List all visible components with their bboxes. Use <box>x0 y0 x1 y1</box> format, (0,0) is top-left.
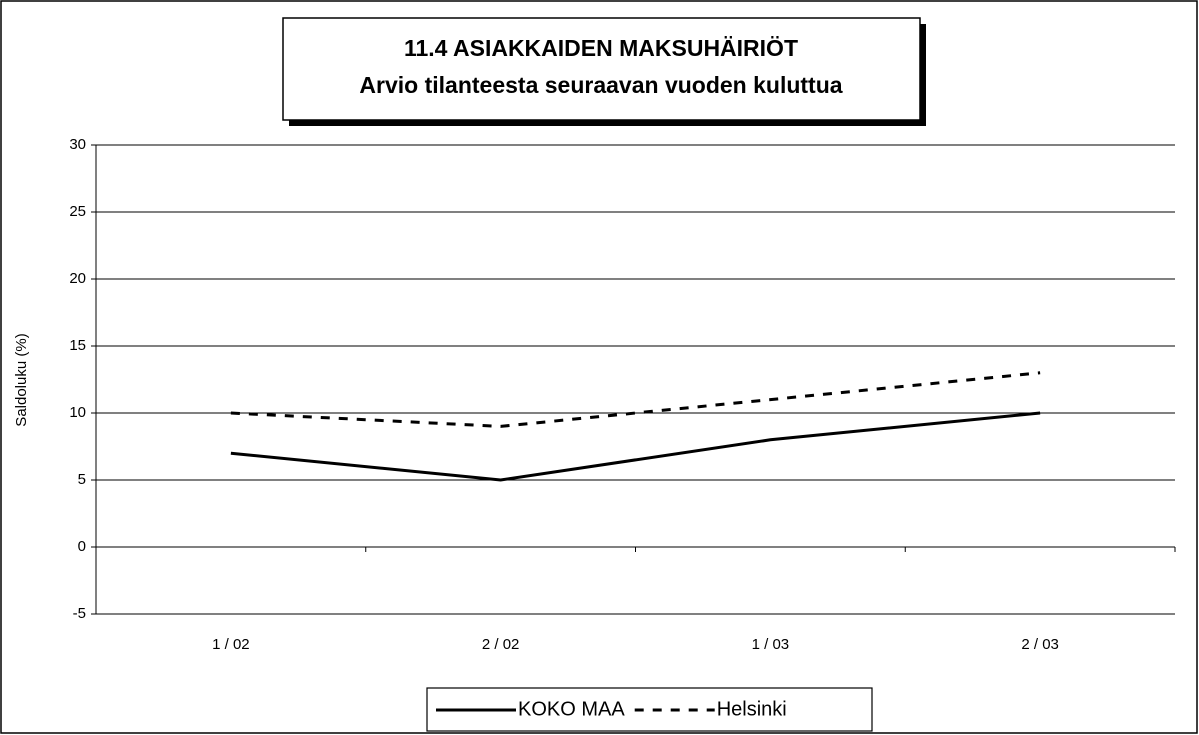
y-axis-label: Saldoluku (%) <box>13 333 30 426</box>
y-tick-label: -5 <box>73 605 86 622</box>
x-tick-label: 2 / 03 <box>1021 636 1059 653</box>
series-line <box>230 411 1041 482</box>
legend-label: KOKO MAA <box>518 698 625 720</box>
x-tick-label: 1 / 03 <box>752 636 790 653</box>
y-tick-label: 30 <box>69 136 86 153</box>
chart-subtitle: Arvio tilanteesta seuraavan vuoden kulut… <box>359 72 842 98</box>
x-tick-label: 2 / 02 <box>482 636 520 653</box>
y-tick-label: 25 <box>69 203 86 220</box>
y-tick-label: 15 <box>69 337 86 354</box>
title-box <box>282 17 921 121</box>
x-tick-label: 1 / 02 <box>212 636 250 653</box>
y-tick-label: 20 <box>69 270 86 287</box>
y-tick-label: 5 <box>78 471 86 488</box>
legend-label: Helsinki <box>717 698 787 720</box>
y-tick-label: 0 <box>78 538 86 555</box>
y-tick-label: 10 <box>69 404 86 421</box>
chart-title: 11.4 ASIAKKAIDEN MAKSUHÄIRIÖT <box>404 35 798 61</box>
